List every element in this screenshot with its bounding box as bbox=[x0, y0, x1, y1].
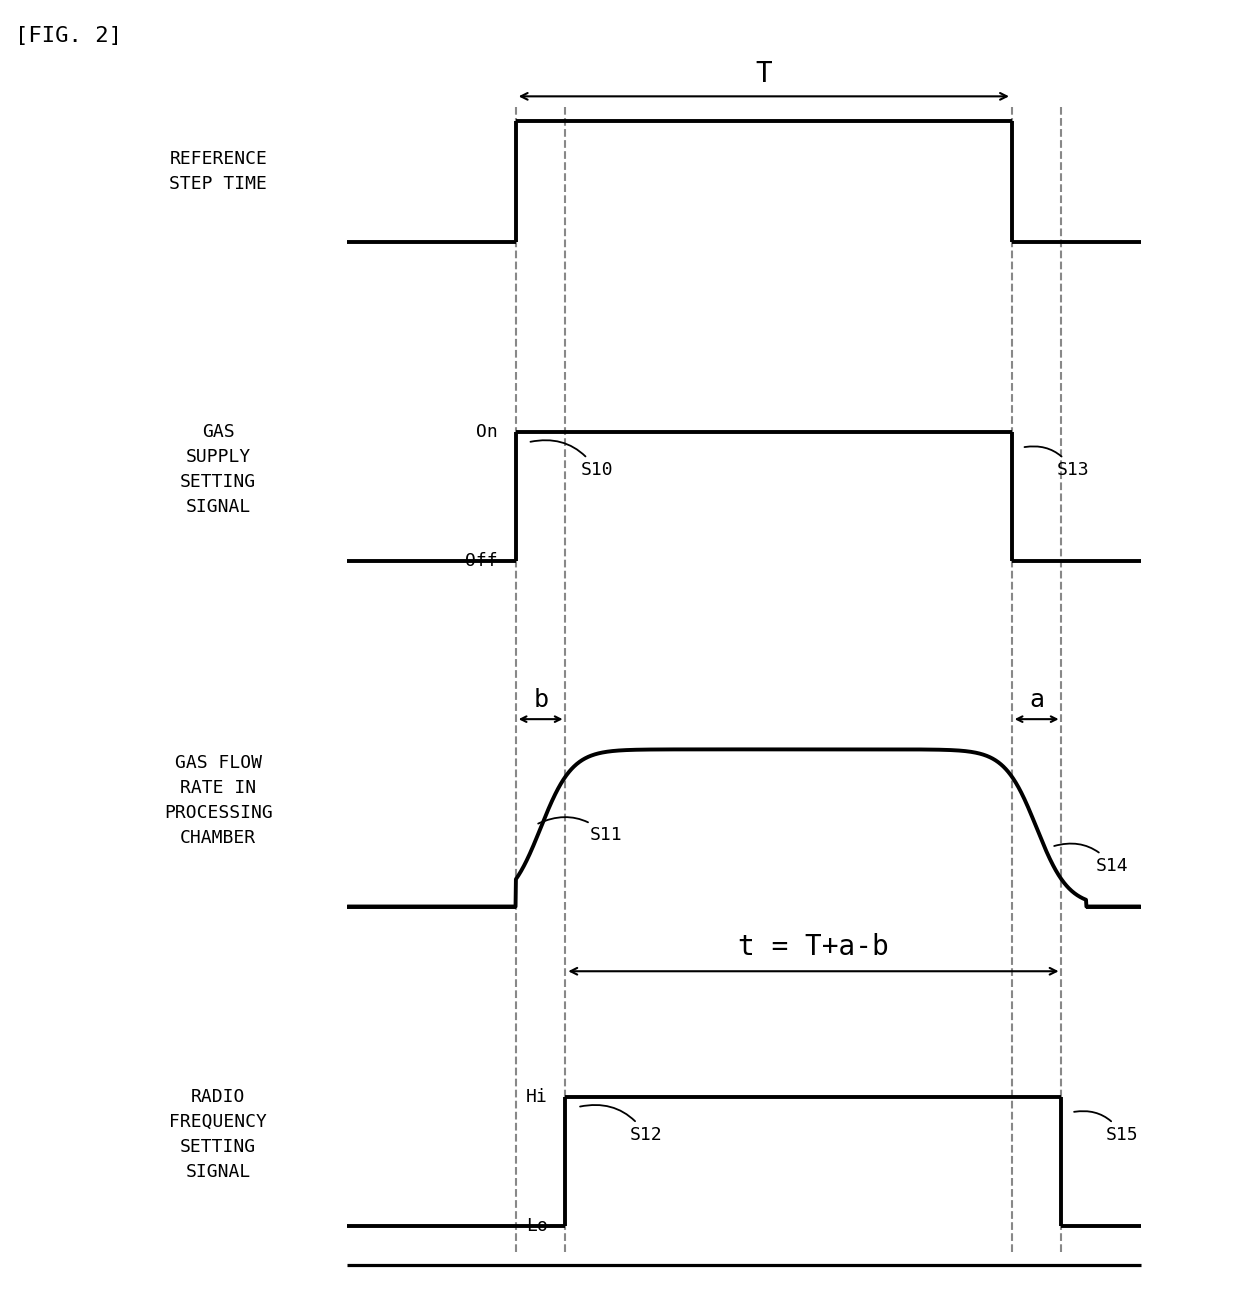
Text: S13: S13 bbox=[1024, 447, 1089, 479]
Text: S15: S15 bbox=[1074, 1111, 1138, 1143]
Text: RADIO
FREQUENCY
SETTING
SIGNAL: RADIO FREQUENCY SETTING SIGNAL bbox=[170, 1088, 267, 1181]
Text: b: b bbox=[533, 688, 548, 712]
Text: GAS
SUPPLY
SETTING
SIGNAL: GAS SUPPLY SETTING SIGNAL bbox=[180, 423, 257, 517]
Text: GAS FLOW
RATE IN
PROCESSING
CHAMBER: GAS FLOW RATE IN PROCESSING CHAMBER bbox=[164, 754, 273, 847]
Text: REFERENCE
STEP TIME: REFERENCE STEP TIME bbox=[170, 150, 267, 193]
Text: [FIG. 2]: [FIG. 2] bbox=[15, 26, 122, 45]
Text: S14: S14 bbox=[1054, 843, 1128, 875]
Text: S11: S11 bbox=[538, 817, 622, 844]
Text: S12: S12 bbox=[580, 1105, 662, 1143]
Text: t = T+a-b: t = T+a-b bbox=[738, 932, 889, 961]
Text: Hi: Hi bbox=[526, 1088, 548, 1106]
Text: T: T bbox=[755, 60, 773, 88]
Text: Off: Off bbox=[465, 552, 498, 570]
Text: a: a bbox=[1029, 688, 1044, 712]
Text: S10: S10 bbox=[531, 440, 613, 479]
Text: Lo: Lo bbox=[526, 1217, 548, 1235]
Text: On: On bbox=[476, 423, 498, 442]
